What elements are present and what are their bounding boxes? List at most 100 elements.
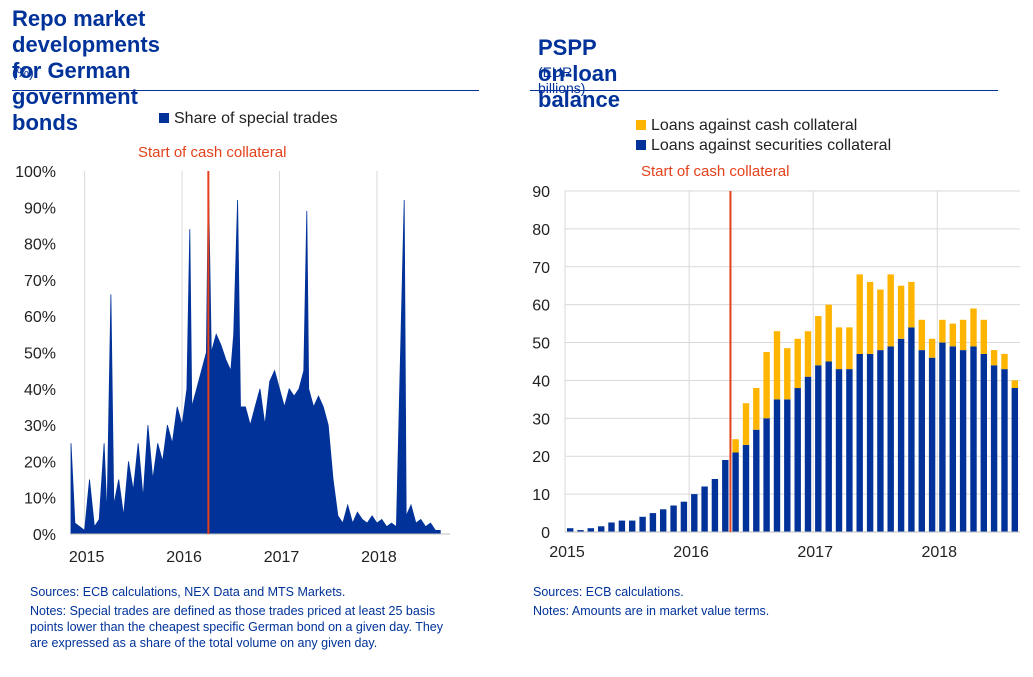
- bar-cash-collateral: [918, 319, 925, 351]
- y-tick-label: 40: [532, 373, 550, 390]
- bar-securities-collateral: [970, 346, 977, 532]
- bar-securities-collateral: [587, 528, 594, 532]
- bar-securities-collateral: [784, 399, 791, 532]
- y-tick-label: 10%: [24, 491, 56, 508]
- bar-securities-collateral: [691, 494, 698, 532]
- y-tick-label: 0: [541, 525, 550, 542]
- bar-securities-collateral: [763, 418, 770, 532]
- bar-securities-collateral: [1001, 369, 1008, 532]
- left-unit-label: (%): [12, 64, 34, 80]
- bar-securities-collateral: [608, 522, 615, 532]
- bar-cash-collateral: [732, 439, 739, 453]
- left-title-line1: Repo market developments for German: [12, 6, 160, 83]
- y-tick-label: 80: [532, 222, 550, 239]
- x-tick-label: 2015: [549, 544, 585, 561]
- bar-cash-collateral: [959, 319, 967, 351]
- bar-securities-collateral: [949, 346, 956, 532]
- x-tick-label: 2016: [166, 549, 202, 566]
- legend-swatch-special-trades: [159, 113, 169, 123]
- bar-securities-collateral: [825, 361, 832, 532]
- right-chart-title: PSPP on-loan balance: [538, 35, 620, 112]
- bar-securities-collateral: [649, 513, 657, 532]
- bar-securities-collateral: [722, 460, 729, 532]
- y-tick-label: 20: [532, 449, 550, 466]
- y-tick-label: 20%: [24, 454, 56, 471]
- legend-swatch-cash: [636, 120, 646, 130]
- right-notes: Notes: Amounts are in market value terms…: [533, 604, 770, 618]
- right-title-rule: [530, 90, 998, 91]
- bar-securities-collateral: [773, 399, 781, 532]
- legend-label-cash: Loans against cash collateral: [651, 117, 858, 134]
- bar-securities-collateral: [598, 526, 605, 532]
- bar-securities-collateral: [794, 388, 801, 532]
- bar-cash-collateral: [908, 281, 915, 328]
- bar-cash-collateral: [928, 338, 936, 358]
- y-tick-label: 80%: [24, 237, 56, 254]
- bar-cash-collateral: [742, 403, 750, 445]
- bar-securities-collateral: [639, 516, 646, 532]
- bar-cash-collateral: [939, 319, 946, 343]
- bar-securities-collateral: [939, 342, 946, 532]
- left-chart: 2015 2016 2017 2018 0% 10% 20% 30% 40% 50% 60% 70% 8…: [15, 164, 450, 566]
- right-event-annotation: Start of cash collateral: [641, 163, 790, 180]
- right-unit-label: (EUR billions): [538, 64, 586, 96]
- y-tick-label: 90: [532, 184, 550, 201]
- bar-securities-collateral: [1011, 388, 1018, 532]
- x-tick-label: 2016: [673, 544, 709, 561]
- y-tick-label: 30%: [24, 418, 56, 435]
- bar-cash-collateral: [763, 352, 770, 419]
- y-tick-label: 0%: [33, 527, 56, 544]
- bar-securities-collateral: [577, 530, 584, 532]
- bar-securities-collateral: [804, 376, 812, 532]
- bar-securities-collateral: [856, 353, 863, 532]
- x-tick-label: 2018: [361, 549, 397, 566]
- bar-securities-collateral: [660, 509, 667, 532]
- bar-cash-collateral: [846, 327, 853, 370]
- bar-cash-collateral: [835, 327, 843, 370]
- bar-securities-collateral: [629, 520, 636, 532]
- y-tick-label: 90%: [24, 200, 56, 217]
- right-legend-cash: Loans against cash collateral: [636, 117, 857, 135]
- bar-cash-collateral: [887, 274, 894, 347]
- bar-cash-collateral: [753, 388, 760, 430]
- bar-securities-collateral: [877, 350, 884, 532]
- bar-securities-collateral: [567, 528, 574, 532]
- x-tick-label: 2017: [797, 544, 833, 561]
- right-legend-securities: Loans against securities collateral: [636, 137, 891, 155]
- right-chart: 0 10 20 30 40 50 60 70 80 90 2015 2016 2017 2018: [532, 184, 1020, 561]
- bar-securities-collateral: [887, 346, 894, 532]
- left-sources: Sources: ECB calculations, NEX Data and …: [30, 585, 346, 599]
- y-tick-label: 50: [532, 336, 550, 353]
- y-tick-label: 60: [532, 298, 550, 315]
- bar-cash-collateral: [897, 285, 905, 339]
- bar-cash-collateral: [794, 338, 801, 389]
- bar-securities-collateral: [618, 520, 626, 532]
- bar-securities-collateral: [680, 501, 688, 532]
- bar-securities-collateral: [846, 369, 853, 532]
- bar-cash-collateral: [866, 281, 874, 354]
- left-title-rule: [12, 90, 479, 91]
- y-tick-label: 50%: [24, 346, 56, 363]
- bar-securities-collateral: [670, 505, 677, 532]
- bar-securities-collateral: [897, 338, 905, 532]
- left-notes: Notes: Special trades are defined as tho…: [30, 604, 443, 650]
- y-tick-label: 70: [532, 260, 550, 277]
- x-tick-label: 2018: [921, 544, 957, 561]
- bar-cash-collateral: [804, 331, 812, 377]
- bar-securities-collateral: [990, 365, 998, 532]
- bar-securities-collateral: [908, 327, 915, 532]
- bar-securities-collateral: [815, 365, 822, 532]
- y-tick-label: 60%: [24, 309, 56, 326]
- bar-securities-collateral: [732, 452, 739, 532]
- bar-cash-collateral: [856, 274, 863, 354]
- left-chart-title: Repo market developments for German gove…: [12, 6, 160, 136]
- bar-cash-collateral: [1001, 353, 1008, 370]
- left-legend: Share of special trades: [159, 110, 338, 128]
- bar-cash-collateral: [990, 350, 998, 366]
- y-tick-label: 10: [532, 487, 550, 504]
- bar-securities-collateral: [918, 350, 925, 532]
- bar-cash-collateral: [980, 319, 987, 354]
- special-trades-area: [70, 178, 441, 535]
- x-tick-label: 2017: [264, 549, 300, 566]
- bar-securities-collateral: [980, 353, 987, 532]
